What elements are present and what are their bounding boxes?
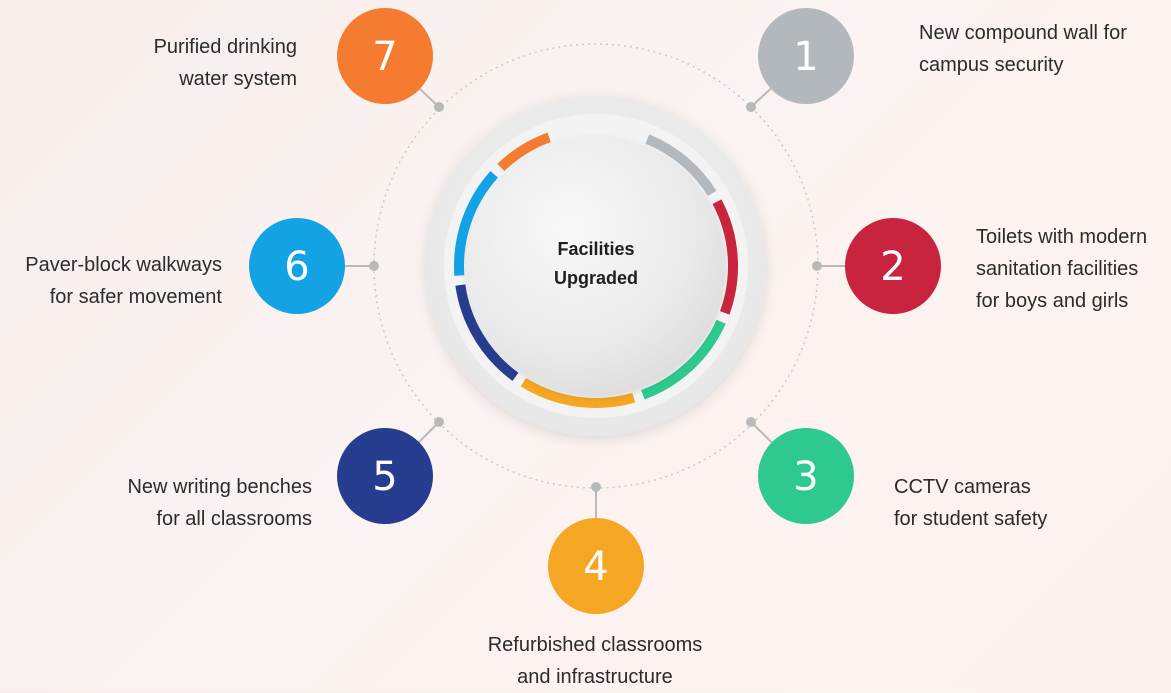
label-item-5: New writing benches for all classrooms (62, 471, 312, 535)
label-item-1: New compound wall for campus security (919, 17, 1127, 81)
step-circle-5 (337, 428, 433, 524)
label-2-line-3: for boys and girls (976, 290, 1129, 312)
step-number-5: 5 (372, 454, 397, 500)
step-node-5: 5 (337, 428, 433, 524)
label-item-6: Paver-block walkways for safer movement (0, 249, 222, 313)
step-number-3: 3 (793, 454, 818, 500)
label-item-3: CCTV cameras for student safety (894, 471, 1047, 535)
label-5-line-1: New writing benches (127, 476, 312, 498)
step-number-6: 6 (284, 244, 309, 290)
label-3-line-2: for student safety (894, 508, 1048, 530)
hub-title-line-1: Facilities (557, 239, 634, 259)
step-node-3: 3 (758, 428, 854, 524)
connector-dot-2 (812, 261, 822, 271)
label-2-line-1: Toilets with modern (976, 226, 1148, 248)
label-1-line-1: New compound wall for (919, 22, 1127, 44)
progress-ring (454, 132, 738, 408)
ring-segment-4 (520, 377, 636, 408)
label-2-line-2: sanitation facilities (976, 258, 1139, 280)
connector-dot-4 (591, 482, 601, 492)
label-item-7: Purified drinking water system (77, 31, 297, 95)
connector-dot-7 (434, 102, 444, 112)
label-4-line-1: Refurbished classrooms (487, 634, 703, 656)
step-circle-3 (758, 428, 854, 524)
connector-dot-1 (746, 102, 756, 112)
center-hub: Facilities Upgraded (426, 96, 766, 436)
step-circle-6 (249, 218, 345, 314)
label-1-line-2: campus security (919, 54, 1064, 76)
connector-dot-3 (746, 417, 756, 427)
label-6-line-1: Paver-block walkways (25, 254, 222, 276)
label-5-line-2: for all classrooms (156, 508, 312, 530)
label-4-line-2: and infrastructure (517, 666, 673, 688)
step-circle-7 (337, 8, 433, 104)
ring-segment-2 (712, 199, 738, 315)
label-6-line-2: for safer movement (49, 286, 222, 308)
step-circle-2 (845, 218, 941, 314)
label-item-4: Refurbished classrooms and infrastructur… (445, 629, 745, 693)
step-node-1: 1 (758, 8, 854, 104)
step-circle-1 (758, 8, 854, 104)
hub-title-line-2: Upgraded (554, 268, 638, 288)
label-item-2: Toilets with modern sanitation facilitie… (976, 221, 1147, 317)
step-number-1: 1 (793, 34, 818, 80)
ring-segment-7 (497, 132, 551, 172)
step-number-4: 4 (583, 544, 608, 590)
label-3-line-1: CCTV cameras (894, 476, 1031, 498)
label-7-line-2: water system (179, 68, 297, 90)
step-node-7: 7 (337, 8, 433, 104)
step-node-2: 2 (845, 218, 941, 314)
step-node-4: 4 (548, 518, 644, 614)
step-node-6: 6 (249, 218, 345, 314)
connectors (345, 87, 845, 518)
ring-segment-1 (645, 134, 717, 197)
step-nodes: 1 2 3 4 5 6 7 (249, 8, 941, 614)
step-number-7: 7 (372, 34, 397, 80)
connector-dot-5 (434, 417, 444, 427)
connector-dot-6 (369, 261, 379, 271)
ring-segment-6 (454, 170, 498, 276)
ring-segment-5 (455, 284, 519, 381)
label-7-line-1: Purified drinking (153, 36, 297, 58)
hub-core (466, 136, 726, 396)
ring-segment-3 (641, 319, 726, 400)
step-number-2: 2 (880, 244, 905, 290)
step-circle-4 (548, 518, 644, 614)
